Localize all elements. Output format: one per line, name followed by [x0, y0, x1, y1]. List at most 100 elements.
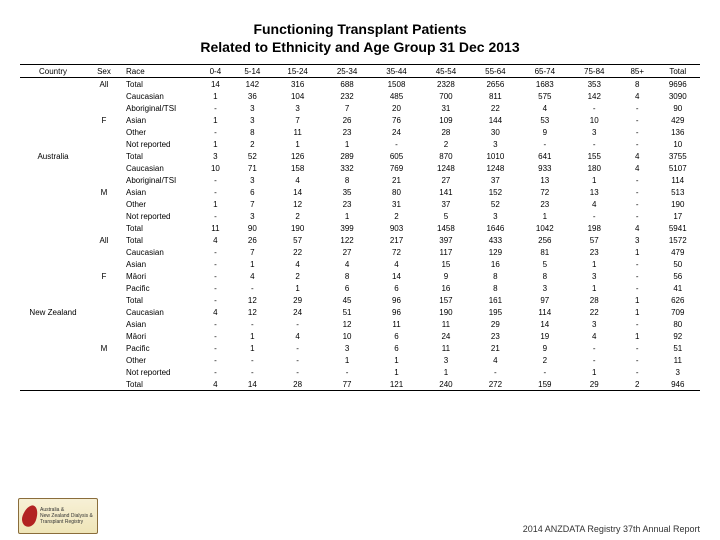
cell-value: 6 [372, 342, 421, 354]
cell-value: 2 [273, 270, 322, 282]
cell-value: 3 [232, 102, 273, 114]
table-row: AustraliaTotal35212628960587010106411554… [20, 150, 700, 162]
cell-race: Total [122, 294, 199, 306]
cell-value: 14 [273, 186, 322, 198]
cell-sex [86, 378, 122, 391]
cell-sex: All [86, 234, 122, 246]
table-row: AllTotal14142316688150823282656168335389… [20, 78, 700, 91]
cell-value: - [273, 318, 322, 330]
cell-country [20, 90, 86, 102]
cell-value: 35 [322, 186, 371, 198]
cell-value: 1 [619, 246, 656, 258]
cell-race: Māori [122, 270, 199, 282]
cell-value: - [199, 318, 232, 330]
cell-value: 13 [520, 174, 569, 186]
cell-value: 52 [232, 150, 273, 162]
cell-value: 3 [656, 366, 700, 378]
cell-value: 22 [273, 246, 322, 258]
cell-value: 92 [656, 330, 700, 342]
cell-value: 1 [232, 258, 273, 270]
cell-value: - [232, 366, 273, 378]
cell-value: 2656 [471, 78, 520, 91]
cell-value: 2 [273, 210, 322, 222]
kidney-icon [20, 503, 41, 528]
cell-value: 1 [570, 282, 619, 294]
table-row: Total119019039990314581646104219845941 [20, 222, 700, 234]
cell-value: 575 [520, 90, 569, 102]
cell-country [20, 342, 86, 354]
cell-value: 14 [520, 318, 569, 330]
cell-value: 1 [232, 342, 273, 354]
cell-value: 3 [520, 282, 569, 294]
cell-value: 12 [322, 318, 371, 330]
cell-value: 1248 [421, 162, 470, 174]
col-35-44: 35-44 [372, 65, 421, 78]
cell-value: 10 [322, 330, 371, 342]
cell-value: 7 [322, 102, 371, 114]
cell-value: 52 [471, 198, 520, 210]
cell-value: 96 [372, 306, 421, 318]
cell-value: 4 [570, 330, 619, 342]
cell-value: 399 [322, 222, 371, 234]
cell-value: 4 [199, 234, 232, 246]
cell-value: 14 [372, 270, 421, 282]
cell-sex: M [86, 342, 122, 354]
cell-country [20, 318, 86, 330]
cell-value: 14 [232, 378, 273, 391]
cell-race: Not reported [122, 366, 199, 378]
cell-race: Asian [122, 114, 199, 126]
cell-value: 80 [656, 318, 700, 330]
cell-value: - [199, 174, 232, 186]
cell-value: 155 [570, 150, 619, 162]
cell-value: - [199, 246, 232, 258]
cell-value: 1 [322, 354, 371, 366]
cell-value: 605 [372, 150, 421, 162]
cell-country [20, 246, 86, 258]
cell-value: 29 [471, 318, 520, 330]
cell-value: 57 [273, 234, 322, 246]
cell-sex [86, 162, 122, 174]
cell-sex [86, 150, 122, 162]
cell-sex: F [86, 270, 122, 282]
table-row: Not reported----11--1-3 [20, 366, 700, 378]
cell-value: 195 [471, 306, 520, 318]
cell-value: 6 [372, 282, 421, 294]
cell-value: 11 [273, 126, 322, 138]
col-65-74: 65-74 [520, 65, 569, 78]
cell-race: Caucasian [122, 246, 199, 258]
cell-value: 28 [570, 294, 619, 306]
cell-value: 240 [421, 378, 470, 391]
cell-race: Total [122, 150, 199, 162]
cell-country: New Zealand [20, 306, 86, 318]
cell-value: - [199, 258, 232, 270]
cell-value: 12 [273, 198, 322, 210]
cell-race: Asian [122, 318, 199, 330]
cell-value: 2 [619, 378, 656, 391]
cell-country [20, 366, 86, 378]
cell-race: Aboriginal/TSI [122, 174, 199, 186]
table-row: Total4142877121240272159292946 [20, 378, 700, 391]
cell-value: - [232, 282, 273, 294]
cell-value: 700 [421, 90, 470, 102]
cell-value: 24 [273, 306, 322, 318]
cell-value: 513 [656, 186, 700, 198]
cell-value: - [273, 342, 322, 354]
cell-value: 23 [471, 330, 520, 342]
table-row: Total-1229459615716197281626 [20, 294, 700, 306]
cell-sex [86, 174, 122, 186]
cell-value: - [619, 174, 656, 186]
cell-value: 8 [322, 270, 371, 282]
cell-value: 22 [471, 102, 520, 114]
cell-value: 5 [421, 210, 470, 222]
cell-country [20, 78, 86, 91]
cell-value: 479 [656, 246, 700, 258]
cell-value: 933 [520, 162, 569, 174]
header-row: Country Sex Race 0-4 5-14 15-24 25-34 35… [20, 65, 700, 78]
cell-value: - [570, 354, 619, 366]
cell-value: 1 [199, 90, 232, 102]
cell-value: - [619, 318, 656, 330]
cell-value: - [199, 294, 232, 306]
cell-sex [86, 330, 122, 342]
col-85p: 85+ [619, 65, 656, 78]
cell-value: 81 [520, 246, 569, 258]
